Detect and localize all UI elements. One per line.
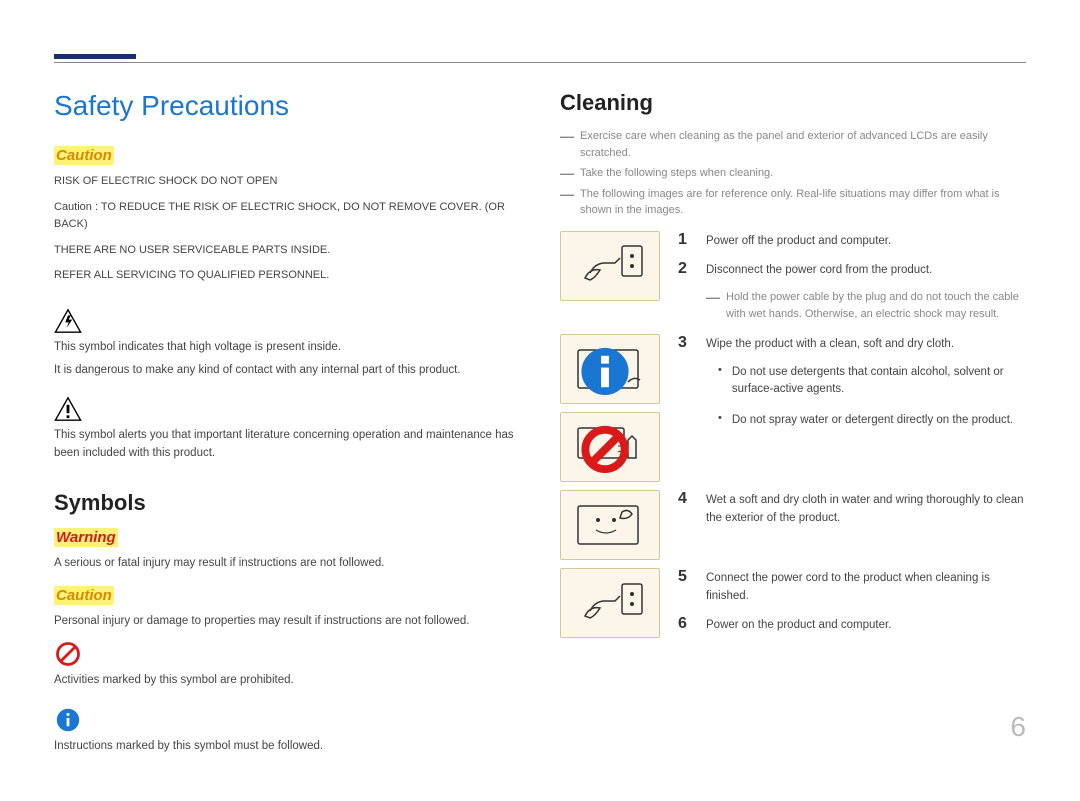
cleaning-heading: Cleaning bbox=[560, 90, 1026, 116]
step-1-text: Power off the product and computer. bbox=[706, 231, 1026, 250]
prohibited-text: Activities marked by this symbol are pro… bbox=[54, 672, 520, 689]
bullet-icon: • bbox=[718, 364, 722, 399]
step-6: 6 Power on the product and computer. bbox=[678, 615, 1026, 634]
mustfollow-symbol-block: Instructions marked by this symbol must … bbox=[54, 706, 520, 761]
note-3-text: The following images are for reference o… bbox=[580, 186, 1026, 219]
step-6-text: Power on the product and computer. bbox=[706, 615, 1026, 634]
cleaning-illustration-plug bbox=[560, 568, 660, 638]
step-3-bullet-a-text: Do not use detergents that contain alcoh… bbox=[732, 364, 1026, 399]
note-1: ― Exercise care when cleaning as the pan… bbox=[560, 128, 1026, 161]
bullet-icon: • bbox=[718, 412, 722, 429]
caution-line-4: REFER ALL SERVICING TO QUALIFIED PERSONN… bbox=[54, 267, 520, 285]
cleaning-illustration-nospray bbox=[560, 412, 660, 482]
caution-line-1: RISK OF ELECTRIC SHOCK DO NOT OPEN bbox=[54, 173, 520, 191]
step-number: 2 bbox=[678, 260, 706, 278]
step-2-text: Disconnect the power cord from the produ… bbox=[706, 260, 1026, 279]
literature-symbol-block: This symbol alerts you that important li… bbox=[54, 395, 520, 468]
step-2-note-text: Hold the power cable by the plug and do … bbox=[726, 289, 1026, 322]
page-title: Safety Precautions bbox=[54, 90, 520, 122]
info-badge-icon bbox=[565, 344, 645, 399]
step-3-bullet-a: • Do not use detergents that contain alc… bbox=[718, 364, 1026, 399]
header-rule bbox=[54, 62, 1026, 63]
info-circle-icon bbox=[54, 706, 82, 734]
symbols-heading: Symbols bbox=[54, 490, 520, 516]
step-3-bullet-b-text: Do not spray water or detergent directly… bbox=[732, 412, 1013, 429]
step-number: 6 bbox=[678, 615, 706, 633]
step-3-text: Wipe the product with a clean, soft and … bbox=[706, 334, 1026, 353]
step-3-bullet-b: • Do not spray water or detergent direct… bbox=[718, 412, 1026, 429]
step-2-note: ― Hold the power cable by the plug and d… bbox=[706, 289, 1026, 322]
cleaning-row-1: 1 Power off the product and computer. 2 … bbox=[560, 231, 1026, 327]
warning-text: A serious or fatal injury may result if … bbox=[54, 555, 520, 572]
step-2: 2 Disconnect the power cord from the pro… bbox=[678, 260, 1026, 279]
prohibited-badge-icon bbox=[565, 422, 645, 477]
header-accent-bar bbox=[54, 54, 136, 59]
page-number: 6 bbox=[1010, 711, 1026, 743]
prohibited-circle-icon bbox=[54, 640, 82, 668]
dash-icon: ― bbox=[560, 128, 574, 161]
note-1-text: Exercise care when cleaning as the panel… bbox=[580, 128, 1026, 161]
caution-line-3: THERE ARE NO USER SERVICEABLE PARTS INSI… bbox=[54, 242, 520, 260]
page-content: Safety Precautions Caution RISK OF ELECT… bbox=[0, 0, 1080, 801]
note-2: ― Take the following steps when cleaning… bbox=[560, 165, 1026, 182]
hv-text-2: It is dangerous to make any kind of cont… bbox=[54, 362, 520, 379]
right-column: Cleaning ― Exercise care when cleaning a… bbox=[560, 50, 1026, 771]
step-number: 1 bbox=[678, 231, 706, 249]
cleaning-illustration-wetcloth bbox=[560, 490, 660, 560]
caution-text-2: Personal injury or damage to properties … bbox=[54, 613, 520, 630]
lit-text: This symbol alerts you that important li… bbox=[54, 427, 520, 462]
high-voltage-triangle-icon bbox=[54, 307, 82, 335]
cleaning-illustration-unplug bbox=[560, 231, 660, 301]
caution-line-2: Caution : TO REDUCE THE RISK OF ELECTRIC… bbox=[54, 199, 520, 234]
step-3: 3 Wipe the product with a clean, soft an… bbox=[678, 334, 1026, 353]
mustfollow-text: Instructions marked by this symbol must … bbox=[54, 738, 520, 755]
cleaning-row-4: 4 Wet a soft and dry cloth in water and … bbox=[560, 490, 1026, 560]
caution-label: Caution bbox=[54, 146, 114, 165]
high-voltage-symbol-block: This symbol indicates that high voltage … bbox=[54, 307, 520, 386]
exclamation-triangle-icon bbox=[54, 395, 82, 423]
note-2-text: Take the following steps when cleaning. bbox=[580, 165, 773, 182]
step-1: 1 Power off the product and computer. bbox=[678, 231, 1026, 250]
hv-text-1: This symbol indicates that high voltage … bbox=[54, 339, 520, 356]
cleaning-illustration-wipe bbox=[560, 334, 660, 404]
warning-label: Warning bbox=[54, 528, 118, 547]
cleaning-row-2: 3 Wipe the product with a clean, soft an… bbox=[560, 334, 1026, 404]
step-number: 3 bbox=[678, 334, 706, 352]
dash-icon: ― bbox=[706, 289, 720, 322]
cleaning-row-3: • Do not spray water or detergent direct… bbox=[560, 412, 1026, 482]
dash-icon: ― bbox=[560, 186, 574, 219]
prohibited-symbol-block: Activities marked by this symbol are pro… bbox=[54, 640, 520, 695]
step-number: 4 bbox=[678, 490, 706, 508]
cleaning-row-5: 5 Connect the power cord to the product … bbox=[560, 568, 1026, 644]
step-4: 4 Wet a soft and dry cloth in water and … bbox=[678, 490, 1026, 527]
left-column: Safety Precautions Caution RISK OF ELECT… bbox=[54, 50, 520, 771]
step-5: 5 Connect the power cord to the product … bbox=[678, 568, 1026, 605]
note-3: ― The following images are for reference… bbox=[560, 186, 1026, 219]
dash-icon: ― bbox=[560, 165, 574, 182]
step-number: 5 bbox=[678, 568, 706, 586]
step-5-text: Connect the power cord to the product wh… bbox=[706, 568, 1026, 605]
step-4-text: Wet a soft and dry cloth in water and wr… bbox=[706, 490, 1026, 527]
caution-label-2: Caution bbox=[54, 586, 114, 605]
